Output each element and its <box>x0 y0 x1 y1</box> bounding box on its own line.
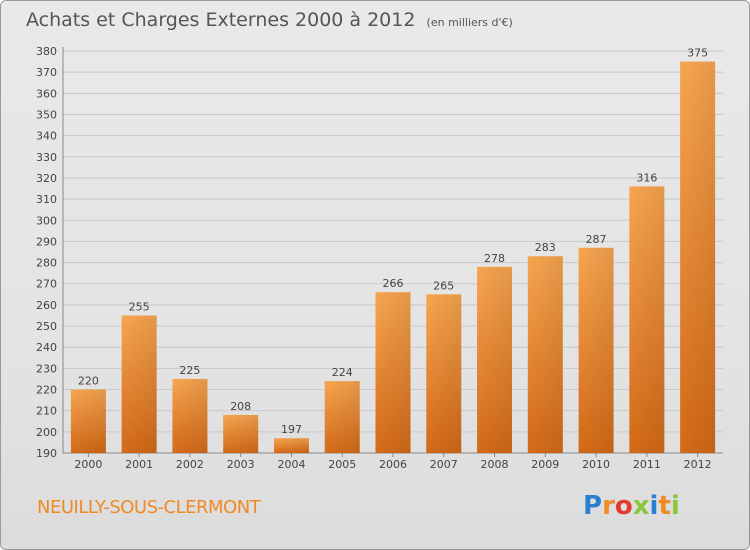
bar-value-label: 316 <box>636 171 657 184</box>
bar-shade <box>375 292 411 453</box>
bar-value-label: 208 <box>230 400 251 413</box>
y-tick-label: 360 <box>36 87 57 100</box>
bar-value-label: 278 <box>484 252 505 265</box>
logo-letter: x <box>632 491 650 521</box>
y-tick-label: 320 <box>36 172 57 185</box>
bar-value-label: 220 <box>78 375 99 388</box>
bar-value-label: 225 <box>179 364 200 377</box>
x-tick-label: 2005 <box>328 458 356 471</box>
x-tick-label: 2009 <box>531 458 559 471</box>
y-tick-label: 280 <box>36 257 57 270</box>
bar-shade <box>70 389 106 453</box>
chart-title: Achats et Charges Externes 2000 à 2012 <box>26 9 416 31</box>
bar-shade <box>578 247 614 453</box>
bar-chart: 190 200 210 220 230 240 250 260 270 280 290 300 310 3… <box>36 45 723 471</box>
bar-shade <box>223 414 259 453</box>
x-tick-label: 2008 <box>481 458 509 471</box>
title-row: Achats et Charges Externes 2000 à 2012 (… <box>26 9 513 31</box>
x-tick-label: 2006 <box>379 458 407 471</box>
x-tick-label: 2004 <box>277 458 305 471</box>
y-tick-label: 210 <box>36 405 57 418</box>
x-tick-label: 2012 <box>684 458 712 471</box>
bar-value-label: 197 <box>281 423 302 436</box>
bar-value-label: 224 <box>332 366 353 379</box>
x-tick-label: 2001 <box>125 458 153 471</box>
y-tick-label: 260 <box>36 299 57 312</box>
x-tick-label: 2000 <box>74 458 102 471</box>
bar-value-label: 266 <box>383 277 404 290</box>
bar-value-label: 255 <box>129 300 150 313</box>
x-tick-label: 2002 <box>176 458 204 471</box>
x-tick-label: 2011 <box>633 458 661 471</box>
bar-value-label: 265 <box>433 279 454 292</box>
proxiti-logo: Proxiti <box>583 491 680 521</box>
logo-letter: r <box>602 491 615 521</box>
bar-shade <box>172 378 208 453</box>
y-tick-label: 300 <box>36 214 57 227</box>
commune-name: NEUILLY-SOUS-CLERMONT <box>37 497 261 518</box>
x-tick-label: 2007 <box>430 458 458 471</box>
y-tick-label: 340 <box>36 130 57 143</box>
logo-letter: i <box>649 491 659 521</box>
x-tick-label: 2010 <box>582 458 610 471</box>
y-tick-label: 370 <box>36 66 57 79</box>
y-tick-label: 350 <box>36 108 57 121</box>
logo-letter: t <box>658 491 671 521</box>
y-tick-label: 250 <box>36 320 57 333</box>
bar-value-label: 375 <box>687 47 708 60</box>
y-tick-label: 310 <box>36 193 57 206</box>
bar-shade <box>273 438 309 453</box>
x-tick-label: 2003 <box>227 458 255 471</box>
bar-shade <box>426 294 462 453</box>
bar-shade <box>477 266 513 453</box>
logo-letter: P <box>583 491 603 521</box>
y-tick-label: 270 <box>36 278 57 291</box>
bar-shade <box>680 61 716 453</box>
bar-value-label: 283 <box>535 241 556 254</box>
y-tick-label: 330 <box>36 151 57 164</box>
y-tick-label: 220 <box>36 384 57 397</box>
bar-shade <box>527 256 563 453</box>
y-tick-label: 380 <box>36 45 57 58</box>
y-tick-label: 230 <box>36 362 57 375</box>
bar-shade <box>324 381 360 453</box>
bar-shade <box>629 186 665 453</box>
y-tick-label: 240 <box>36 341 57 354</box>
y-tick-label: 200 <box>36 426 57 439</box>
logo-letter: i <box>670 491 680 521</box>
y-tick-label: 290 <box>36 235 57 248</box>
chart-subtitle: (en milliers d'€) <box>426 16 513 29</box>
bar-value-label: 287 <box>586 233 607 246</box>
logo-letter: o <box>614 491 633 521</box>
y-tick-label: 190 <box>36 447 57 460</box>
bar-shade <box>121 315 157 453</box>
